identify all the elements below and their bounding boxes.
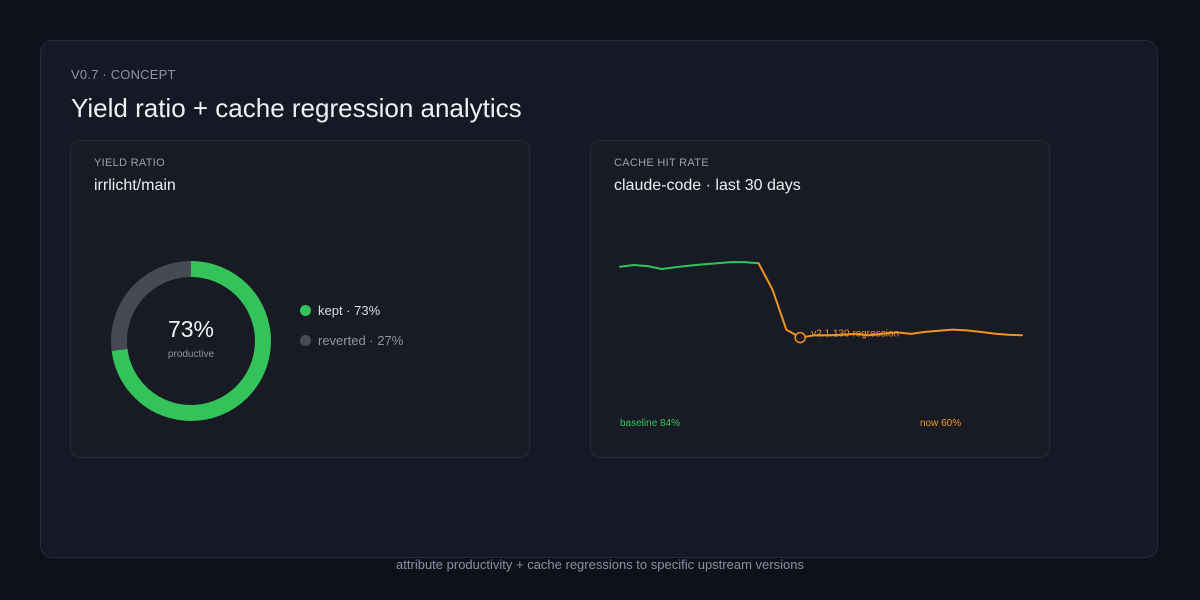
regression-marker (794, 331, 806, 344)
legend-item-kept: kept · 73% (300, 302, 403, 318)
yield-donut-chart: 73% productive (109, 259, 273, 423)
yield-card-label: YIELD RATIO (94, 157, 165, 169)
cache-hit-rate-card: CACHE HIT RATE claude-code · last 30 day… (590, 140, 1050, 458)
legend-dot-kept (300, 304, 311, 316)
donut-slice-reverted (111, 261, 271, 421)
yield-legend: kept · 73% reverted · 27% (300, 303, 403, 363)
version-eyebrow: V0.7 · CONCEPT (71, 67, 176, 82)
legend-label-kept: kept · 73% (318, 302, 381, 318)
footer-caption: attribute productivity + cache regressio… (396, 557, 804, 572)
page-title: Yield ratio + cache regression analytics (71, 93, 522, 123)
yield-card-title: irrlicht/main (94, 177, 176, 194)
now-label: now 60% (920, 418, 962, 429)
series-regression-line (757, 262, 1023, 339)
donut-svg (111, 261, 271, 421)
cache-card-title: claude-code · last 30 days (614, 177, 801, 194)
legend-label-reverted: reverted · 27% (318, 332, 404, 348)
legend-dot-reverted (300, 334, 311, 346)
cache-card-label: CACHE HIT RATE (614, 157, 709, 169)
regression-annotation: v2.1.130 regression (811, 329, 899, 340)
donut-center-caption: productive (167, 349, 215, 360)
legend-item-reverted: reverted · 27% (300, 332, 404, 348)
donut-center-value: 73% (167, 316, 215, 342)
baseline-label: baseline 84% (620, 418, 681, 429)
yield-ratio-card: YIELD RATIO irrlicht/main 73% productive… (70, 140, 530, 458)
cache-line-chart: v2.1.130 regression (619, 261, 1023, 344)
series-baseline-line (619, 261, 760, 270)
